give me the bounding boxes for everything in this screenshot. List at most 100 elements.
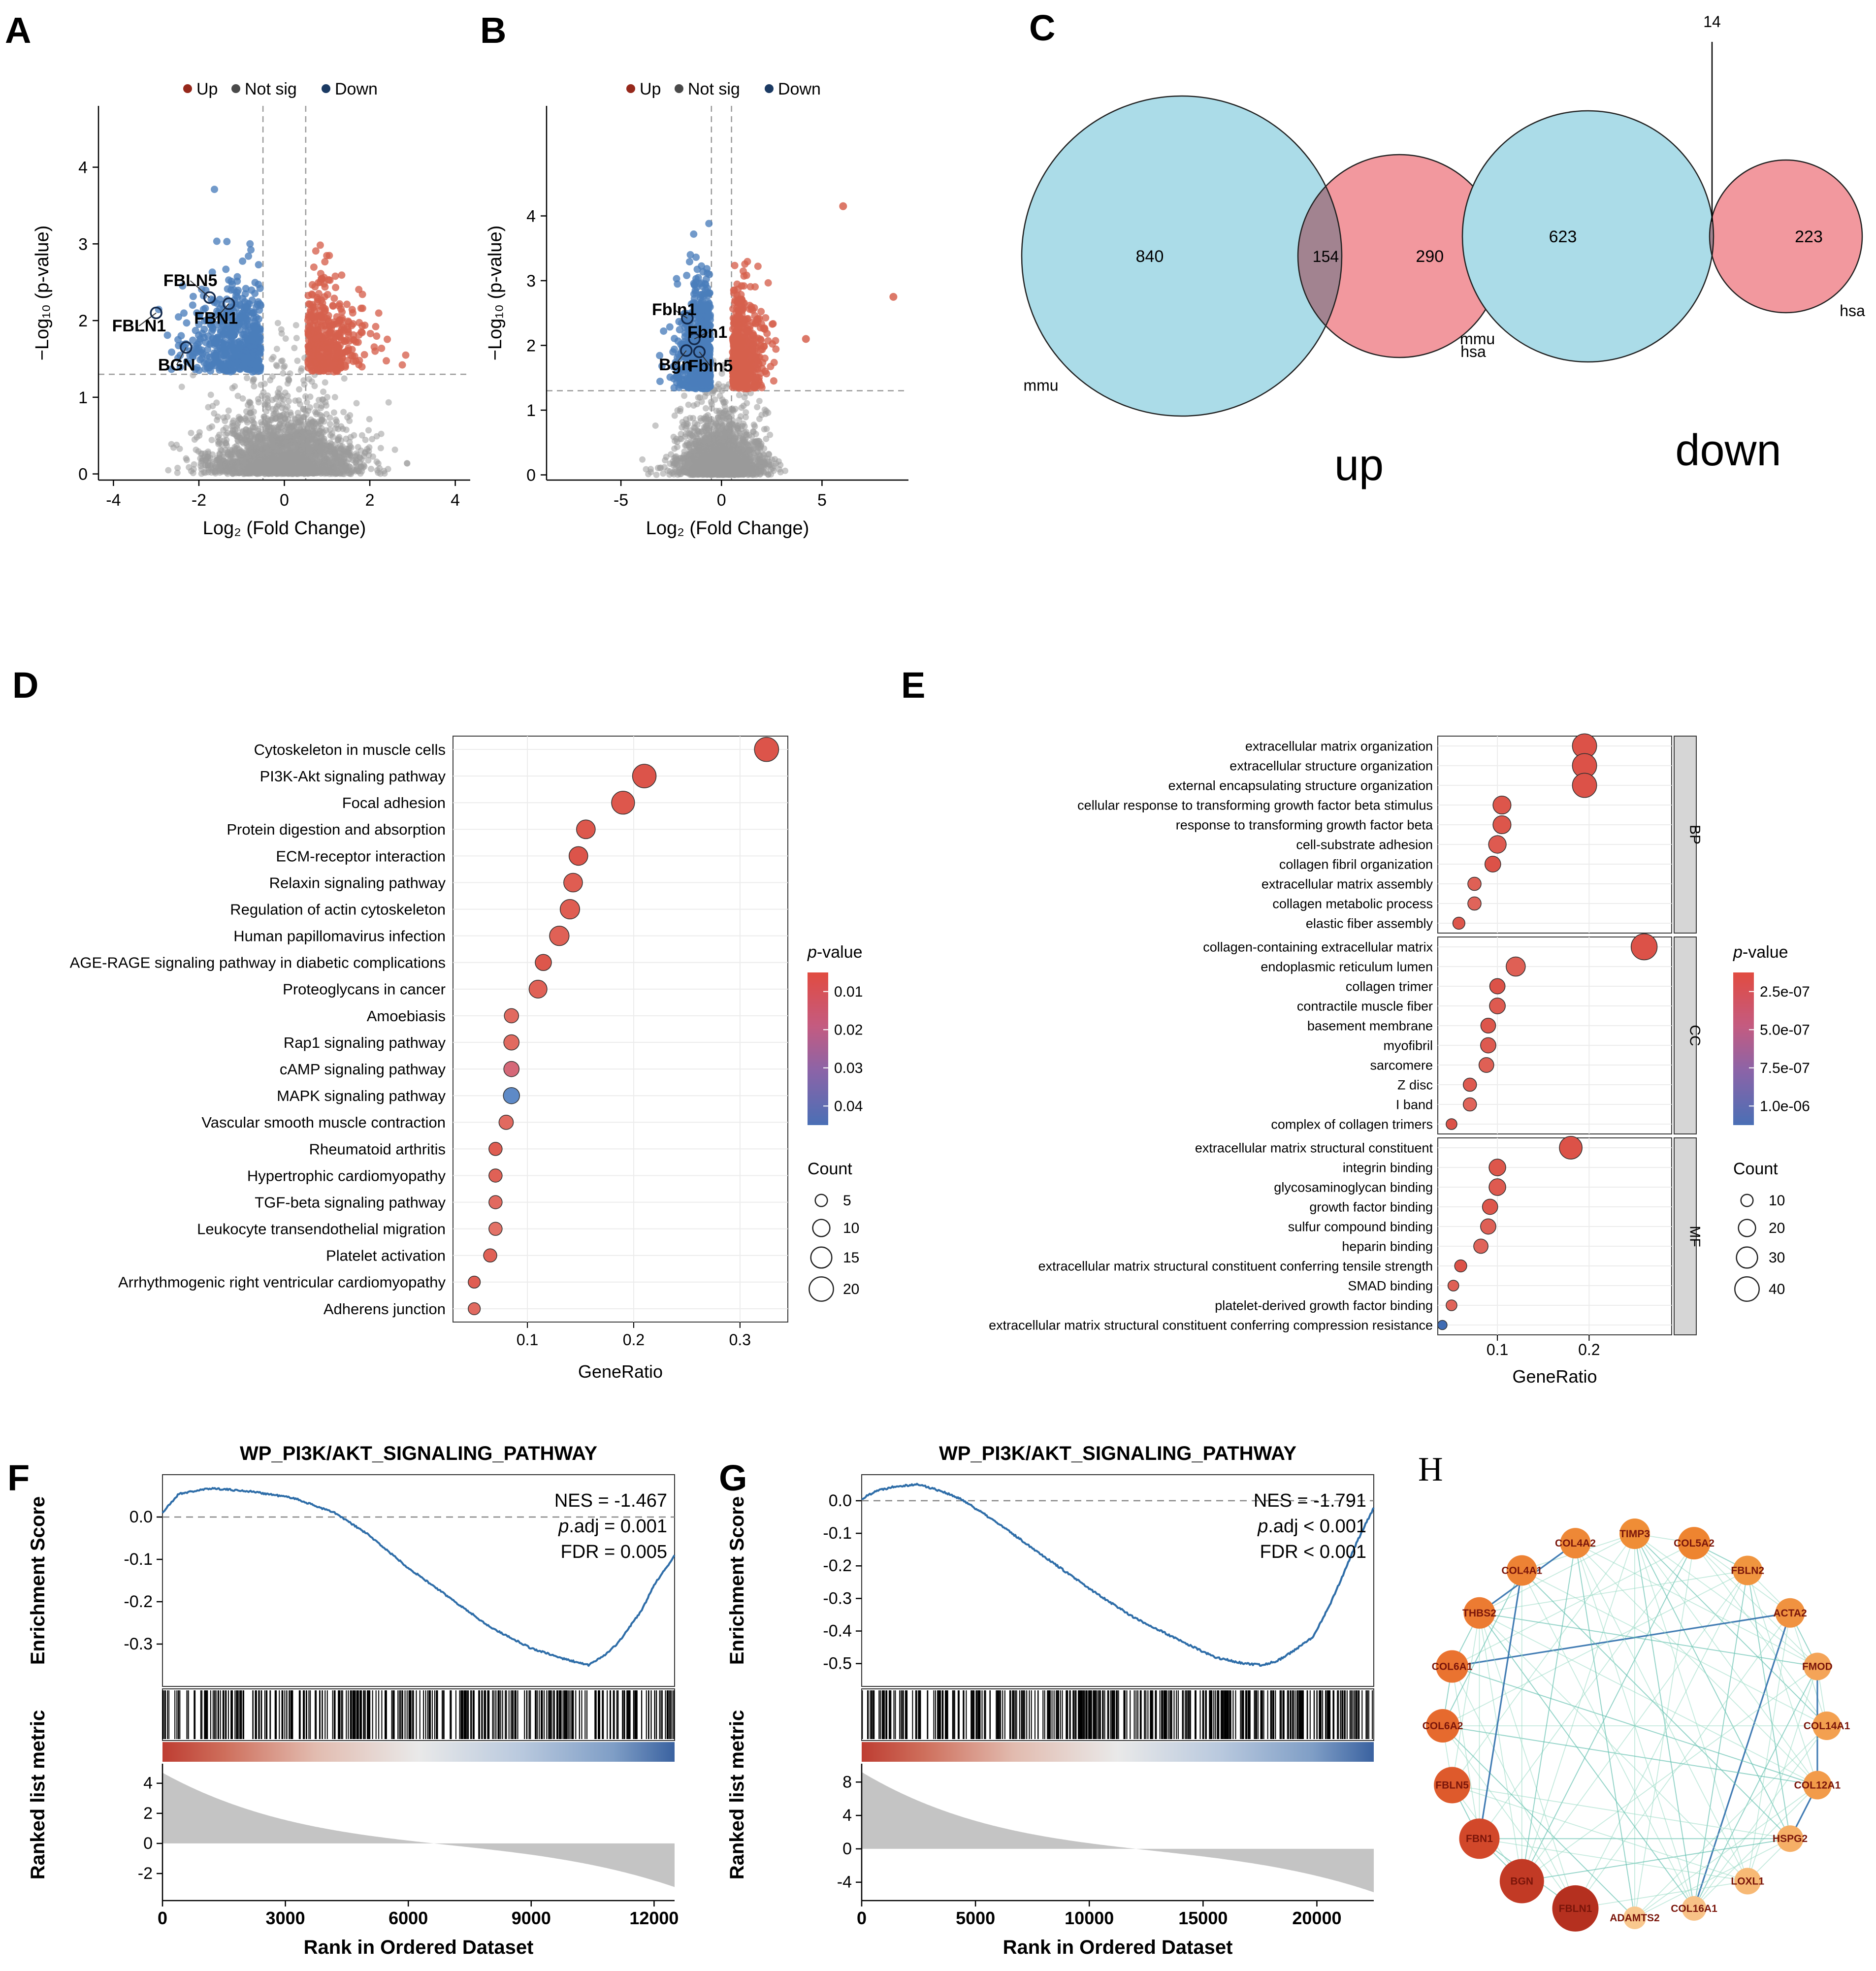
network-edge	[1452, 1784, 1748, 1882]
panel-letter-d: D	[12, 665, 39, 706]
panel-letter-a: A	[5, 10, 32, 51]
x-tick-label: 0	[717, 491, 726, 510]
gene-node	[1775, 1598, 1805, 1628]
network-edge	[1634, 1838, 1790, 1918]
venn-left-count: 623	[1549, 227, 1577, 246]
enrichment-dot	[1473, 1238, 1488, 1254]
pvalue-legend-label: 5.0e-07	[1760, 1022, 1810, 1038]
panel-e-go-dotplot: extracellular matrix organization extrace…	[989, 733, 1810, 1387]
legend-label: Down	[335, 80, 378, 98]
metric-tick-label: 4	[143, 1774, 153, 1793]
venn-overlap-count: 154	[1313, 248, 1339, 265]
network-edge	[1575, 1880, 1748, 1909]
enrichment-dot	[488, 1222, 503, 1236]
count-legend-label: 15	[843, 1250, 859, 1266]
x-tick-label: 3000	[266, 1908, 305, 1928]
enrichment-dot	[1452, 916, 1465, 930]
venn-overlap-count: 14	[1703, 13, 1721, 31]
count-legend-circle	[809, 1276, 834, 1302]
enrichment-dot	[576, 819, 596, 840]
network-edge	[1521, 1838, 1790, 1882]
pathway-label: Z disc	[1397, 1077, 1433, 1092]
enrichment-dot	[1489, 998, 1506, 1014]
pvalue-legend-label: 1.0e-06	[1760, 1098, 1810, 1114]
es-tick-label: -0.4	[823, 1622, 852, 1641]
venn-left-label: mmu	[1023, 377, 1058, 394]
gene-node-label: COL6A1	[1432, 1661, 1473, 1672]
pathway-label: MAPK signaling pathway	[277, 1087, 446, 1104]
pathway-label: complex of collagen trimers	[1271, 1117, 1433, 1131]
legend-label: Up	[196, 80, 218, 98]
count-legend-label: 30	[1769, 1250, 1785, 1266]
pathway-label: integrin binding	[1343, 1160, 1433, 1175]
metric-tick-label: -2	[138, 1864, 153, 1883]
x-tick-label: 0.2	[623, 1331, 645, 1349]
network-edge	[1479, 1613, 1576, 1909]
network-edge	[1693, 1725, 1827, 1909]
x-tick-label: 0.1	[1487, 1341, 1508, 1358]
legend-dot	[675, 84, 683, 93]
x-tick-label: 0.1	[517, 1331, 538, 1349]
network-edge	[1634, 1533, 1827, 1726]
pathway-label: cell-substrate adhesion	[1296, 837, 1433, 852]
pathway-label: glycosaminoglycan binding	[1274, 1180, 1433, 1195]
panel-letter-g: G	[719, 1457, 747, 1498]
x-axis-title: Rank in Ordered Dataset	[1003, 1937, 1233, 1958]
network-edge	[1479, 1613, 1748, 1882]
pathway-label: PI3K-Akt signaling pathway	[260, 768, 446, 785]
count-legend-circle	[812, 1219, 831, 1237]
enrichment-dot	[504, 1008, 519, 1024]
pathway-label: Amoebiasis	[367, 1007, 446, 1025]
venn-right-count: 223	[1795, 227, 1823, 246]
network-edge	[1521, 1666, 1818, 1882]
network-edge	[1747, 1613, 1791, 1881]
y-tick-label: 3	[526, 272, 536, 291]
gene-node-label: COL4A1	[1501, 1565, 1542, 1576]
y-tick-label: 3	[78, 235, 88, 254]
pathway-label: sulfur compound binding	[1288, 1219, 1433, 1234]
pathway-label: AGE-RAGE signaling pathway in diabetic c…	[70, 954, 446, 971]
pathway-label: response to transforming growth factor b…	[1176, 817, 1433, 832]
pathway-label: growth factor binding	[1309, 1199, 1433, 1214]
count-legend-circle	[814, 1194, 828, 1207]
gene-marker	[150, 306, 162, 320]
enrichment-dot	[1488, 1178, 1506, 1196]
network-edge	[1693, 1543, 1818, 1667]
gene-label: FBN1	[194, 309, 238, 327]
gene-marker	[688, 332, 701, 346]
panel-letter-e: E	[901, 665, 926, 706]
x-tick-label: 6000	[388, 1908, 428, 1928]
panel-d-kegg-dotplot: Cytoskeleton in muscle cells PI3K-Akt sig…	[70, 736, 863, 1382]
pathway-label: collagen metabolic process	[1272, 896, 1433, 911]
gene-node	[1678, 1527, 1711, 1560]
count-legend-title: Count	[808, 1160, 852, 1178]
pathway-label: extracellular matrix organization	[1245, 739, 1433, 753]
network-edge	[1575, 1543, 1635, 1918]
x-axis-title: GeneRatio	[1512, 1366, 1597, 1387]
count-legend-circle	[1740, 1194, 1754, 1207]
plot-panel	[453, 736, 788, 1323]
ranked-metric-area	[162, 1773, 675, 1887]
es-panel	[861, 1474, 1374, 1687]
point-cloud	[155, 186, 411, 478]
y-tick-label: 0	[78, 465, 88, 484]
enrichment-dot	[1437, 1320, 1448, 1330]
enrichment-dot	[563, 872, 583, 893]
gsea-stat: p.adj = 0.001	[558, 1516, 667, 1537]
point-cloud	[639, 202, 898, 478]
gsea-stat: NES = -1.467	[554, 1490, 667, 1511]
network-edge	[1634, 1725, 1827, 1918]
y-tick-label: 4	[526, 207, 536, 226]
network-edge	[1452, 1666, 1480, 1839]
pathway-label: sarcomere	[1370, 1058, 1433, 1072]
es-tick-label: -0.5	[823, 1654, 852, 1673]
network-edge	[1693, 1543, 1827, 1726]
pathway-label: Rap1 signaling pathway	[284, 1034, 446, 1051]
gene-node	[1803, 1771, 1832, 1800]
network-edge	[1479, 1612, 1818, 1667]
pathway-label: Arrhythmogenic right ventricular cardiom…	[118, 1274, 446, 1291]
legend-label: Up	[640, 80, 661, 98]
panel-letter-h: H	[1418, 1451, 1443, 1488]
gene-node	[1682, 1896, 1707, 1921]
panel-letter-f: F	[7, 1457, 30, 1498]
